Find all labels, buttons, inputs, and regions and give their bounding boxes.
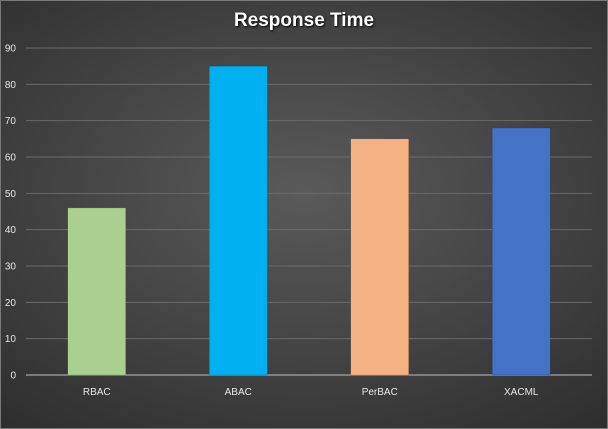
bar-perbac: [350, 138, 409, 376]
y-tick-label: 20: [5, 298, 17, 309]
y-tick-label: 10: [5, 334, 17, 345]
bar-rbac: [67, 207, 126, 376]
x-tick-label-abac: ABAC: [225, 387, 252, 398]
y-tick-label: 80: [5, 80, 17, 91]
y-tick-label: 70: [5, 116, 17, 127]
y-tick-label: 90: [5, 44, 17, 55]
x-tick-label-xacml: XACML: [504, 387, 539, 398]
y-tick-label: 30: [5, 262, 17, 273]
y-tick-label: 40: [5, 225, 17, 236]
x-tick-label-rbac: RBAC: [83, 387, 111, 398]
bar-xacml: [492, 127, 551, 376]
chart-title: Response Time: [233, 10, 375, 31]
bar-abac: [209, 65, 268, 376]
x-tick-label-perbac: PerBAC: [362, 387, 398, 398]
y-tick-label: 60: [5, 153, 17, 164]
y-tick-label: 50: [5, 189, 17, 200]
y-tick-label: 0: [10, 371, 16, 382]
